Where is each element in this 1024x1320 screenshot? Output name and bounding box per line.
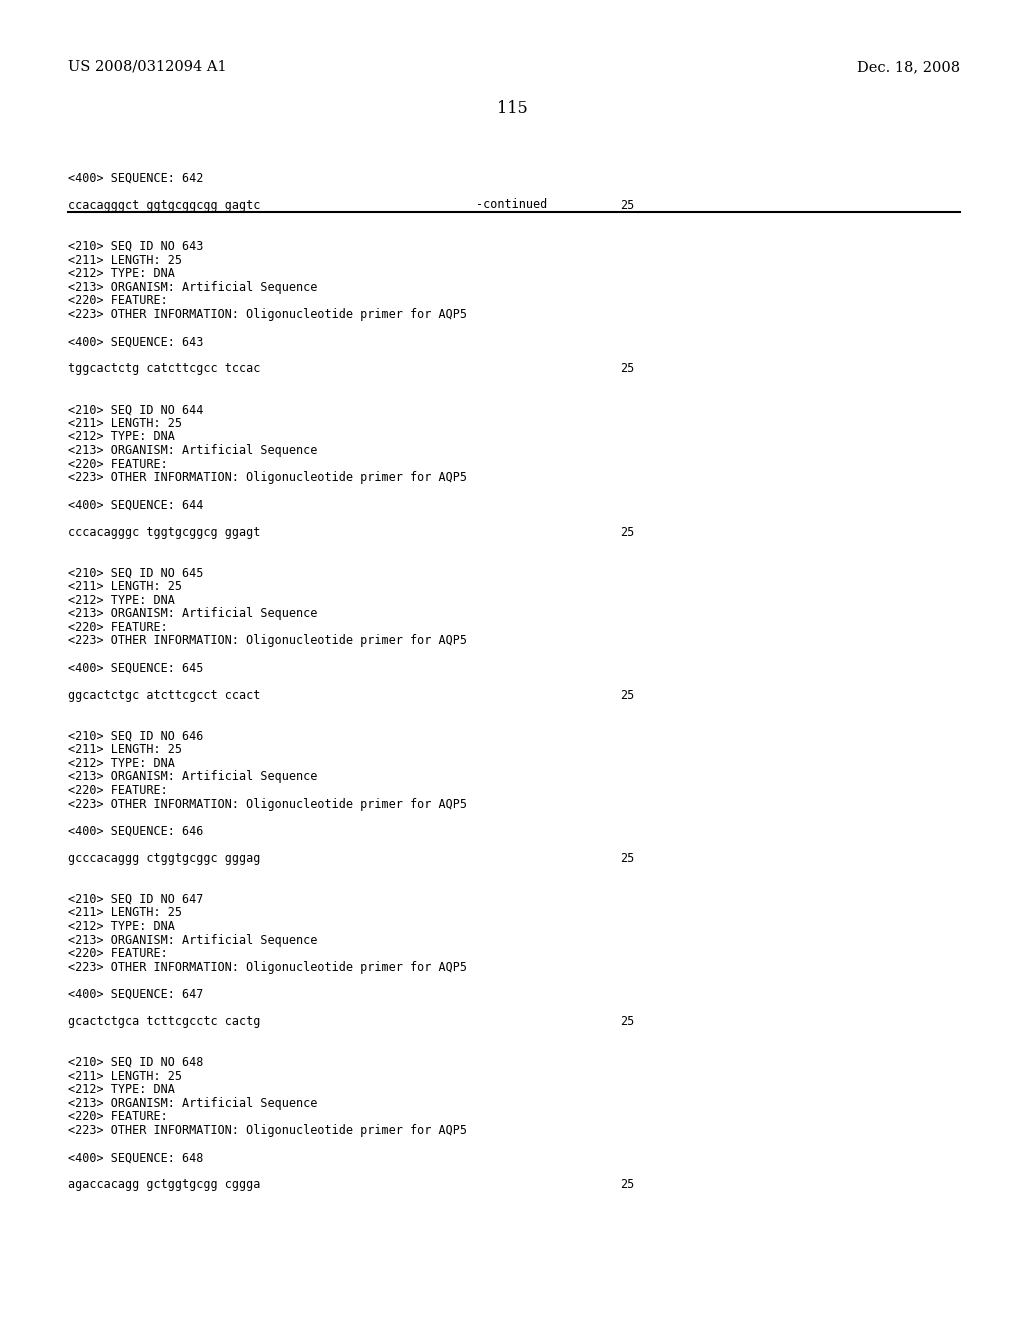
Text: <400> SEQUENCE: 645: <400> SEQUENCE: 645 — [68, 661, 204, 675]
Text: <400> SEQUENCE: 647: <400> SEQUENCE: 647 — [68, 987, 204, 1001]
Text: <400> SEQUENCE: 642: <400> SEQUENCE: 642 — [68, 172, 204, 185]
Text: 25: 25 — [620, 1015, 634, 1028]
Text: cccacagggc tggtgcggcg ggagt: cccacagggc tggtgcggcg ggagt — [68, 525, 260, 539]
Text: tggcactctg catcttcgcc tccac: tggcactctg catcttcgcc tccac — [68, 363, 260, 375]
Text: <223> OTHER INFORMATION: Oligonucleotide primer for AQP5: <223> OTHER INFORMATION: Oligonucleotide… — [68, 308, 467, 321]
Text: <400> SEQUENCE: 648: <400> SEQUENCE: 648 — [68, 1151, 204, 1164]
Text: <213> ORGANISM: Artificial Sequence: <213> ORGANISM: Artificial Sequence — [68, 607, 317, 620]
Text: <213> ORGANISM: Artificial Sequence: <213> ORGANISM: Artificial Sequence — [68, 1097, 317, 1110]
Text: ggcactctgc atcttcgcct ccact: ggcactctgc atcttcgcct ccact — [68, 689, 260, 702]
Text: -continued: -continued — [476, 198, 548, 211]
Text: gcccacaggg ctggtgcggc gggag: gcccacaggg ctggtgcggc gggag — [68, 851, 260, 865]
Text: <213> ORGANISM: Artificial Sequence: <213> ORGANISM: Artificial Sequence — [68, 444, 317, 457]
Text: <223> OTHER INFORMATION: Oligonucleotide primer for AQP5: <223> OTHER INFORMATION: Oligonucleotide… — [68, 797, 467, 810]
Text: <220> FEATURE:: <220> FEATURE: — [68, 948, 168, 960]
Text: 25: 25 — [620, 525, 634, 539]
Text: 25: 25 — [620, 363, 634, 375]
Text: US 2008/0312094 A1: US 2008/0312094 A1 — [68, 59, 226, 74]
Text: 25: 25 — [620, 689, 634, 702]
Text: <212> TYPE: DNA: <212> TYPE: DNA — [68, 267, 175, 280]
Text: Dec. 18, 2008: Dec. 18, 2008 — [857, 59, 961, 74]
Text: 25: 25 — [620, 851, 634, 865]
Text: <223> OTHER INFORMATION: Oligonucleotide primer for AQP5: <223> OTHER INFORMATION: Oligonucleotide… — [68, 1125, 467, 1137]
Text: <210> SEQ ID NO 648: <210> SEQ ID NO 648 — [68, 1056, 204, 1069]
Text: <212> TYPE: DNA: <212> TYPE: DNA — [68, 920, 175, 933]
Text: <213> ORGANISM: Artificial Sequence: <213> ORGANISM: Artificial Sequence — [68, 281, 317, 294]
Text: <210> SEQ ID NO 646: <210> SEQ ID NO 646 — [68, 730, 204, 743]
Text: gcactctgca tcttcgcctc cactg: gcactctgca tcttcgcctc cactg — [68, 1015, 260, 1028]
Text: <220> FEATURE:: <220> FEATURE: — [68, 294, 168, 308]
Text: agaccacagg gctggtgcgg cggga: agaccacagg gctggtgcgg cggga — [68, 1179, 260, 1192]
Text: <211> LENGTH: 25: <211> LENGTH: 25 — [68, 417, 182, 430]
Text: <211> LENGTH: 25: <211> LENGTH: 25 — [68, 253, 182, 267]
Text: <213> ORGANISM: Artificial Sequence: <213> ORGANISM: Artificial Sequence — [68, 933, 317, 946]
Text: 25: 25 — [620, 1179, 634, 1192]
Text: <212> TYPE: DNA: <212> TYPE: DNA — [68, 430, 175, 444]
Text: <211> LENGTH: 25: <211> LENGTH: 25 — [68, 907, 182, 920]
Text: <400> SEQUENCE: 643: <400> SEQUENCE: 643 — [68, 335, 204, 348]
Text: <211> LENGTH: 25: <211> LENGTH: 25 — [68, 743, 182, 756]
Text: <223> OTHER INFORMATION: Oligonucleotide primer for AQP5: <223> OTHER INFORMATION: Oligonucleotide… — [68, 471, 467, 484]
Text: <212> TYPE: DNA: <212> TYPE: DNA — [68, 594, 175, 607]
Text: <210> SEQ ID NO 647: <210> SEQ ID NO 647 — [68, 892, 204, 906]
Text: <220> FEATURE:: <220> FEATURE: — [68, 620, 168, 634]
Text: <400> SEQUENCE: 646: <400> SEQUENCE: 646 — [68, 825, 204, 838]
Text: <220> FEATURE:: <220> FEATURE: — [68, 784, 168, 797]
Text: ccacagggct ggtgcggcgg gagtc: ccacagggct ggtgcggcgg gagtc — [68, 199, 260, 213]
Text: <212> TYPE: DNA: <212> TYPE: DNA — [68, 756, 175, 770]
Text: 25: 25 — [620, 199, 634, 213]
Text: 115: 115 — [497, 100, 527, 117]
Text: <220> FEATURE:: <220> FEATURE: — [68, 458, 168, 471]
Text: <210> SEQ ID NO 645: <210> SEQ ID NO 645 — [68, 566, 204, 579]
Text: <223> OTHER INFORMATION: Oligonucleotide primer for AQP5: <223> OTHER INFORMATION: Oligonucleotide… — [68, 961, 467, 974]
Text: <211> LENGTH: 25: <211> LENGTH: 25 — [68, 1069, 182, 1082]
Text: <210> SEQ ID NO 644: <210> SEQ ID NO 644 — [68, 403, 204, 416]
Text: <212> TYPE: DNA: <212> TYPE: DNA — [68, 1084, 175, 1096]
Text: <400> SEQUENCE: 644: <400> SEQUENCE: 644 — [68, 499, 204, 511]
Text: <223> OTHER INFORMATION: Oligonucleotide primer for AQP5: <223> OTHER INFORMATION: Oligonucleotide… — [68, 635, 467, 647]
Text: <211> LENGTH: 25: <211> LENGTH: 25 — [68, 579, 182, 593]
Text: <210> SEQ ID NO 643: <210> SEQ ID NO 643 — [68, 240, 204, 253]
Text: <220> FEATURE:: <220> FEATURE: — [68, 1110, 168, 1123]
Text: <213> ORGANISM: Artificial Sequence: <213> ORGANISM: Artificial Sequence — [68, 771, 317, 783]
